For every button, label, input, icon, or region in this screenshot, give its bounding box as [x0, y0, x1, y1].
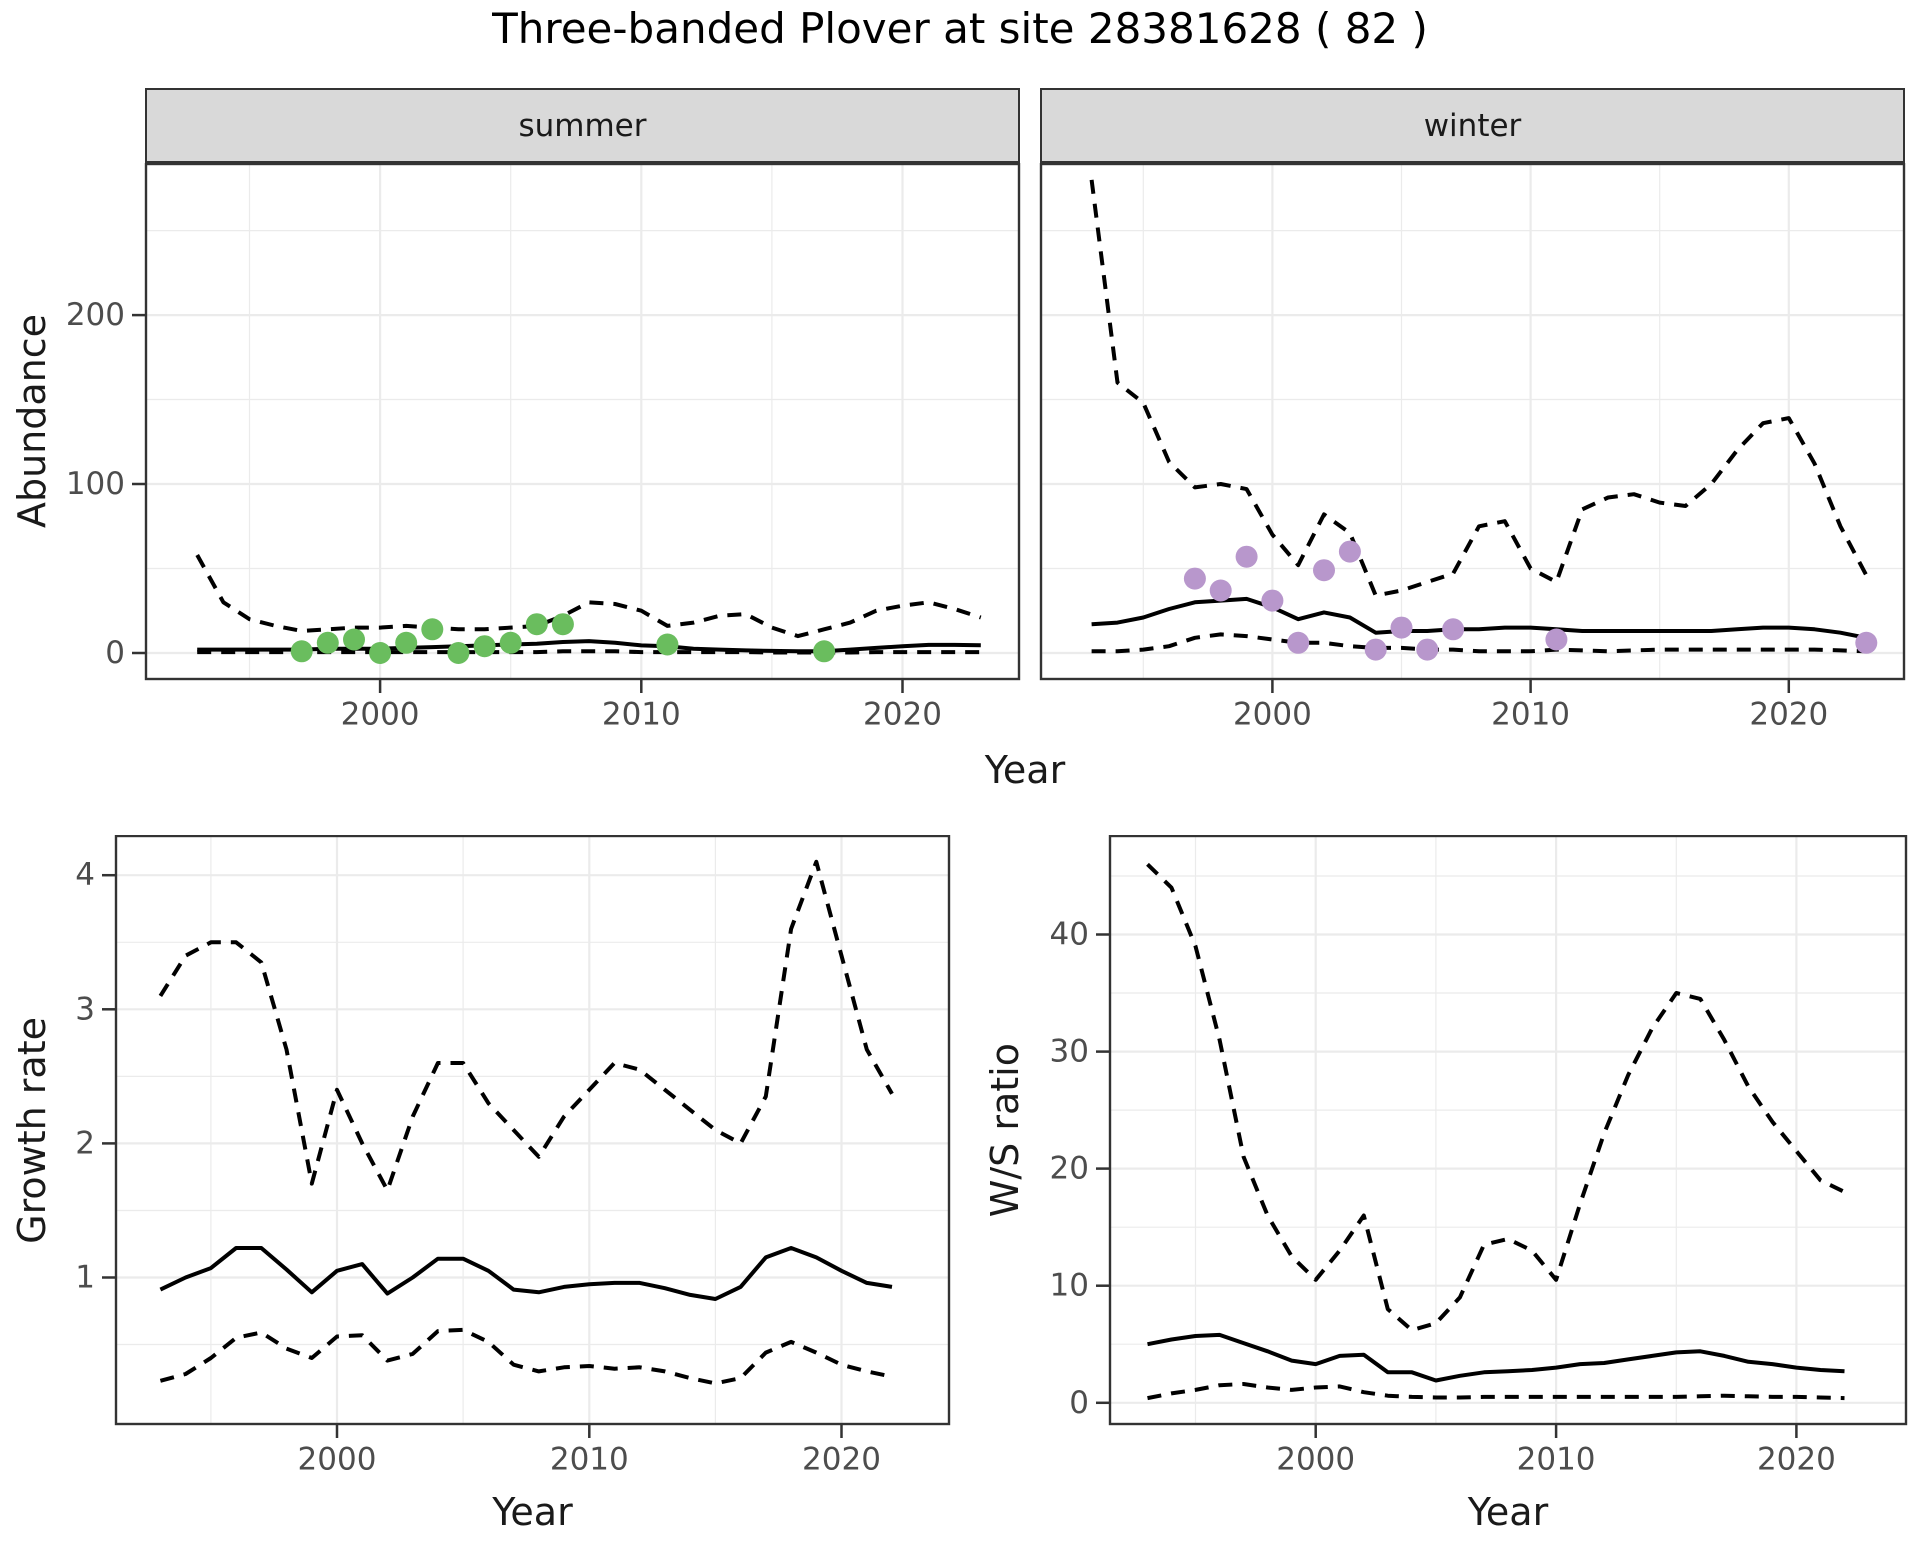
panel-canvas: 2000 2010 2020 1 2 3 4 — [75, 834, 951, 1477]
observation-point — [1235, 545, 1258, 568]
observation-point — [656, 633, 679, 656]
y-tick-label: 20 — [1050, 1151, 1089, 1187]
observation-point — [421, 618, 444, 641]
y-tick-label: 3 — [75, 991, 95, 1027]
panel-ws-ratio: 2000 2010 2020 0 10 20 30 40 — [1011, 834, 1917, 1529]
panel-border — [144, 162, 1021, 681]
panel-border — [114, 834, 951, 1426]
x-axis-title-ws: Year — [1467, 1490, 1549, 1534]
observation-point — [1545, 628, 1568, 651]
x-tick-label: 2010 — [1517, 1441, 1596, 1477]
chart-title: Three-banded Plover at site 28381628 ( 8… — [492, 4, 1428, 53]
x-tick-label: 2010 — [1491, 696, 1570, 732]
y-tick-label: 1 — [75, 1260, 95, 1296]
facet-strip-winter-label: winter — [1423, 107, 1522, 144]
y-tick-label: 10 — [1050, 1268, 1089, 1304]
panel-growth-rate: 2000 2010 2020 1 2 3 4 — [17, 834, 960, 1529]
panel-background — [115, 835, 950, 1425]
x-tick-label: 2000 — [1233, 696, 1312, 732]
panel-border — [1039, 162, 1906, 681]
observation-point — [1313, 559, 1335, 582]
observation-point — [395, 631, 418, 654]
median-line — [159, 1246, 893, 1301]
panel-border — [1108, 834, 1908, 1426]
y-tick-label: 4 — [75, 857, 95, 893]
observation-point — [1261, 589, 1284, 612]
observation-point — [1855, 631, 1878, 654]
observation-point — [473, 635, 496, 658]
y-tick-label: 40 — [1050, 917, 1089, 953]
observation-point — [316, 631, 339, 654]
x-tick-label: 2020 — [1749, 696, 1828, 732]
observation-point — [1183, 567, 1206, 590]
x-tick-label: 2020 — [802, 1441, 881, 1477]
facet-strip-winter: winter — [1040, 88, 1905, 163]
observation-point — [813, 640, 836, 663]
lower-ci-line — [159, 1327, 893, 1386]
upper-ci-line — [195, 554, 982, 639]
observation-point — [525, 613, 548, 636]
median-line — [1147, 1332, 1845, 1383]
y-tick-label: 200 — [66, 297, 125, 333]
panel-background — [1040, 163, 1905, 680]
x-tick-label: 2010 — [550, 1441, 629, 1477]
panel-abundance-summer: 2000 2010 2020 0 100 200 — [40, 162, 1030, 776]
observation-point — [551, 613, 574, 636]
y-tick-label: 100 — [66, 466, 125, 502]
panel-background — [1109, 835, 1907, 1425]
panel-canvas: 2000 2010 2020 — [1039, 162, 1906, 732]
observation-point — [1364, 638, 1387, 661]
panel-background — [145, 163, 1020, 680]
observation-point — [1338, 540, 1361, 563]
observation-point — [499, 631, 522, 654]
observation-point — [290, 640, 313, 663]
y-tick-label: 0 — [1069, 1385, 1089, 1421]
y-tick-label: 0 — [105, 635, 125, 671]
observation-point — [1442, 618, 1465, 641]
x-axis-title-growth: Year — [492, 1490, 573, 1534]
observation-point — [1209, 579, 1232, 602]
observation-point — [447, 642, 470, 664]
observation-point — [369, 642, 392, 664]
panel-abundance-winter: 2000 2010 2020 — [1018, 162, 1915, 776]
x-tick-label: 2000 — [298, 1441, 377, 1477]
facet-strip-summer-label: summer — [518, 107, 647, 144]
panel-canvas: 2000 2010 2020 0 10 20 30 40 — [1050, 834, 1908, 1477]
x-tick-label: 2020 — [1757, 1441, 1836, 1477]
facet-strip-summer: summer — [145, 88, 1020, 163]
y-tick-label: 2 — [75, 1125, 95, 1161]
x-tick-label: 2000 — [1276, 1441, 1355, 1477]
observation-point — [1287, 631, 1310, 654]
observation-point — [1416, 638, 1439, 661]
x-tick-label: 2000 — [341, 696, 420, 732]
observation-point — [343, 628, 365, 651]
y-tick-label: 30 — [1050, 1034, 1089, 1070]
upper-ci-line — [158, 859, 894, 1193]
lower-ci-line — [1091, 632, 1867, 654]
x-tick-label: 2020 — [863, 696, 942, 732]
panel-canvas: 2000 2010 2020 0 100 200 — [66, 162, 1021, 732]
x-tick-label: 2010 — [602, 696, 681, 732]
x-axis-title-top: Year — [984, 748, 1066, 792]
upper-ci-line — [1146, 862, 1846, 1333]
lower-ci-line — [1147, 1382, 1845, 1401]
upper-ci-line — [1089, 179, 1869, 598]
observation-point — [1390, 616, 1413, 639]
